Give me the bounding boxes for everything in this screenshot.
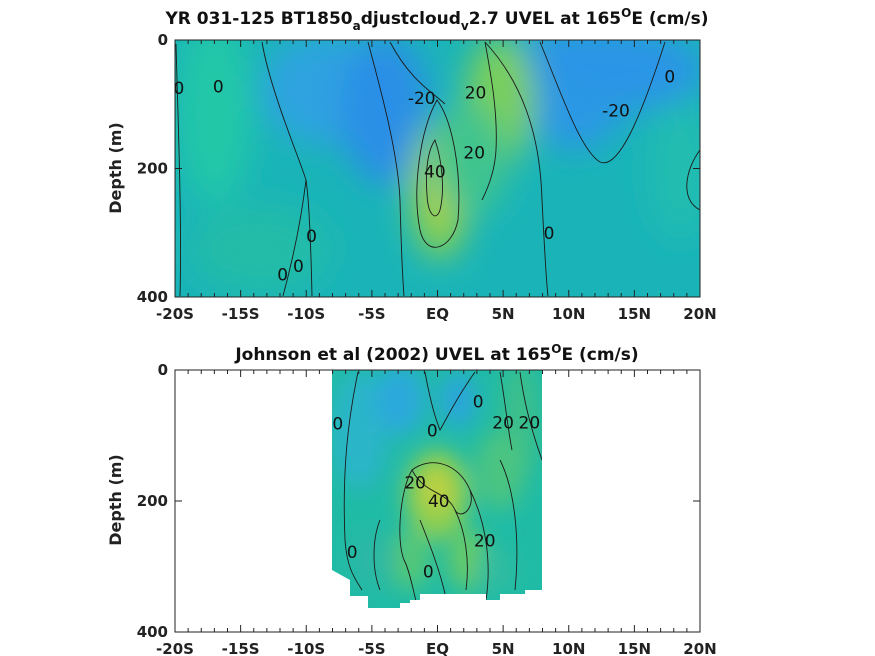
title-part: E (cm/s) [631, 9, 708, 29]
title-part: E (cm/s) [561, 345, 638, 365]
contour-label: 40 [424, 163, 446, 183]
contour-label: 0 [544, 224, 555, 244]
x-tick-label: -15S [222, 640, 260, 656]
heatmap-field-observation [332, 370, 542, 608]
contour-label: 0 [277, 266, 288, 286]
x-ticks-observation: -20S -15S -10S -5S EQ 5N 10N 15N 20N [156, 370, 717, 656]
title-part: 2.7 UVEL at 165 [469, 9, 621, 29]
x-tick-label: -10S [287, 305, 325, 323]
title-superscript: O [621, 6, 631, 20]
title-superscript: O [551, 342, 561, 356]
contour-label: 0 [347, 543, 358, 563]
contour-lines-model [175, 41, 700, 297]
title-part: YR 031-125 BT1850 [164, 9, 352, 29]
x-tick-label: 15N [618, 305, 651, 323]
title-subscript: a [353, 19, 361, 33]
x-tick-label: -20S [156, 640, 194, 656]
chart-title-observation: Johnson et al (2002) UVEL at 165OE (cm/s… [234, 342, 638, 365]
contour-label: 0 [174, 79, 185, 99]
y-tick-label: 200 [137, 492, 168, 510]
contour-label: -20 [602, 102, 630, 122]
y-tick-label: 200 [137, 160, 168, 178]
contour-label: 0 [306, 227, 317, 247]
contour-label: 0 [423, 563, 434, 583]
x-tick-label: 15N [618, 640, 651, 656]
x-tick-label: 5N [492, 640, 515, 656]
contour-label: 0 [213, 77, 224, 97]
contour-label: 20 [492, 413, 514, 433]
x-tick-label: EQ [426, 305, 449, 323]
contour-lines-observation [343, 371, 542, 608]
x-tick-label: 10N [552, 305, 585, 323]
contour-label: 0 [332, 415, 343, 435]
x-tick-label: -5S [358, 640, 385, 656]
chart-title-model: YR 031-125 BT1850adjustcloudv2.7 UVEL at… [164, 6, 708, 33]
title-part: djustcloud [361, 9, 461, 29]
x-tick-label: -5S [358, 305, 385, 323]
contour-label: 0 [293, 257, 304, 277]
contour-label: 0 [473, 392, 484, 412]
x-tick-label: -20S [156, 305, 194, 323]
y-tick-label: 400 [137, 288, 168, 306]
contour-label: 0 [427, 421, 438, 441]
contour-label: 20 [474, 531, 496, 551]
x-tick-label: -10S [287, 640, 325, 656]
y-tick-label: 0 [158, 361, 168, 379]
heatmap-field-model [175, 40, 700, 297]
x-tick-label: 10N [552, 640, 585, 656]
x-tick-label: 20N [683, 640, 716, 656]
y-axis-label-observation: Depth (m) [106, 454, 125, 546]
x-tick-label: 5N [492, 305, 515, 323]
contour-label: 20 [404, 474, 426, 494]
title-subscript: v [461, 19, 469, 33]
contour-label: -20 [408, 89, 436, 109]
y-tick-label: 0 [158, 31, 168, 49]
chart-panel-observation: Johnson et al (2002) UVEL at 165OE (cm/s… [106, 342, 717, 656]
x-tick-label: 20N [683, 305, 716, 323]
contour-label: 20 [519, 413, 541, 433]
x-ticks-model: -20S -15S -10S -5S EQ 5N 10N 15N 20N [156, 40, 717, 323]
contour-label: 20 [465, 84, 487, 104]
contour-label: 20 [463, 143, 485, 163]
chart-panel-model: YR 031-125 BT1850adjustcloudv2.7 UVEL at… [106, 6, 717, 323]
contour-label: 0 [664, 68, 675, 88]
x-tick-label: -15S [222, 305, 260, 323]
y-axis-label-model: Depth (m) [106, 122, 125, 214]
y-tick-label: 400 [137, 623, 168, 641]
contour-label: 40 [428, 492, 450, 512]
title-part: Johnson et al (2002) UVEL at 165 [234, 345, 551, 365]
x-tick-label: EQ [426, 640, 449, 656]
